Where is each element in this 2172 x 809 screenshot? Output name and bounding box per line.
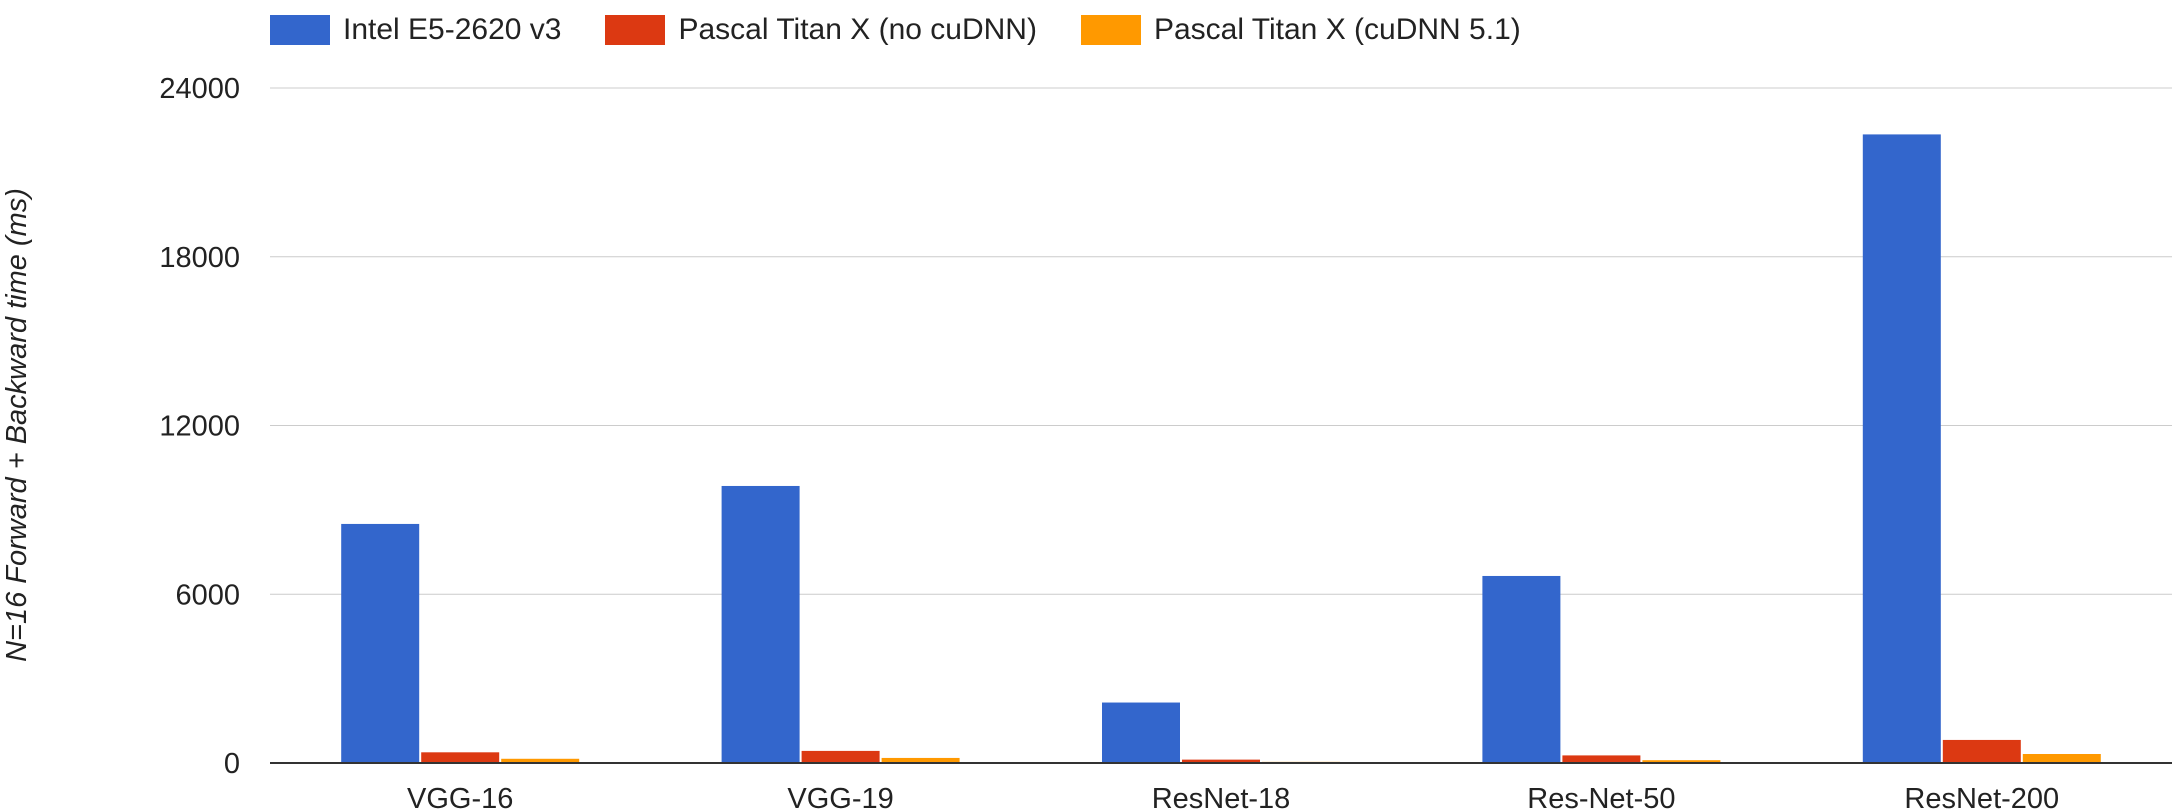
bar: [1182, 759, 1260, 763]
legend-item-titan-no-cudnn: Pascal Titan X (no cuDNN): [605, 13, 1037, 47]
y-tick-label: 12000: [159, 411, 240, 443]
x-category-label: VGG-16: [407, 783, 513, 809]
x-category-label: ResNet-200: [1904, 783, 2059, 809]
x-axis-categories: VGG-16 VGG-19 ResNet-18 Res-Net-50 ResNet-20…: [407, 783, 2059, 809]
bar: [881, 757, 960, 763]
bars: [341, 134, 2101, 763]
bar: [341, 523, 420, 763]
bar: [1562, 755, 1641, 763]
y-axis-title: N=16 Forward + Backward time (ms): [1, 188, 33, 662]
legend-swatch-intel: [270, 15, 330, 45]
bar: [421, 752, 500, 763]
legend-label-titan-no-cudnn: Pascal Titan X (no cuDNN): [678, 13, 1037, 46]
bar: [1942, 739, 2021, 763]
bar: [1482, 575, 1561, 763]
x-category-label: VGG-19: [787, 783, 893, 809]
legend-swatch-titan-cudnn: [1080, 15, 1141, 45]
legend-label-intel: Intel E5-2620 v3: [343, 13, 562, 46]
y-tick-label: 6000: [175, 579, 240, 611]
y-tick-label: 18000: [159, 242, 240, 274]
y-tick-label: 24000: [159, 73, 240, 105]
legend-swatch-titan-no-cudnn: [605, 15, 666, 45]
legend-label-titan-cudnn: Pascal Titan X (cuDNN 5.1): [1153, 13, 1521, 46]
y-axis-ticks: 0 6000 12000 18000 24000: [159, 73, 240, 780]
bar: [1642, 760, 1721, 763]
bar: [2022, 754, 2101, 763]
x-category-label: Res-Net-50: [1527, 783, 1675, 809]
x-category-label: ResNet-18: [1152, 783, 1291, 809]
legend-item-intel: Intel E5-2620 v3: [270, 13, 561, 47]
bar: [1862, 134, 1941, 763]
gridlines: [270, 87, 2172, 595]
chart-legend: Intel E5-2620 v3 Pascal Titan X (no cuDN…: [270, 12, 1565, 48]
y-tick-label: 0: [224, 748, 240, 780]
bar: [721, 485, 800, 763]
bar: [801, 750, 880, 763]
bar: [501, 758, 580, 763]
legend-item-titan-cudnn: Pascal Titan X (cuDNN 5.1): [1080, 13, 1521, 47]
bar: [1102, 702, 1180, 763]
